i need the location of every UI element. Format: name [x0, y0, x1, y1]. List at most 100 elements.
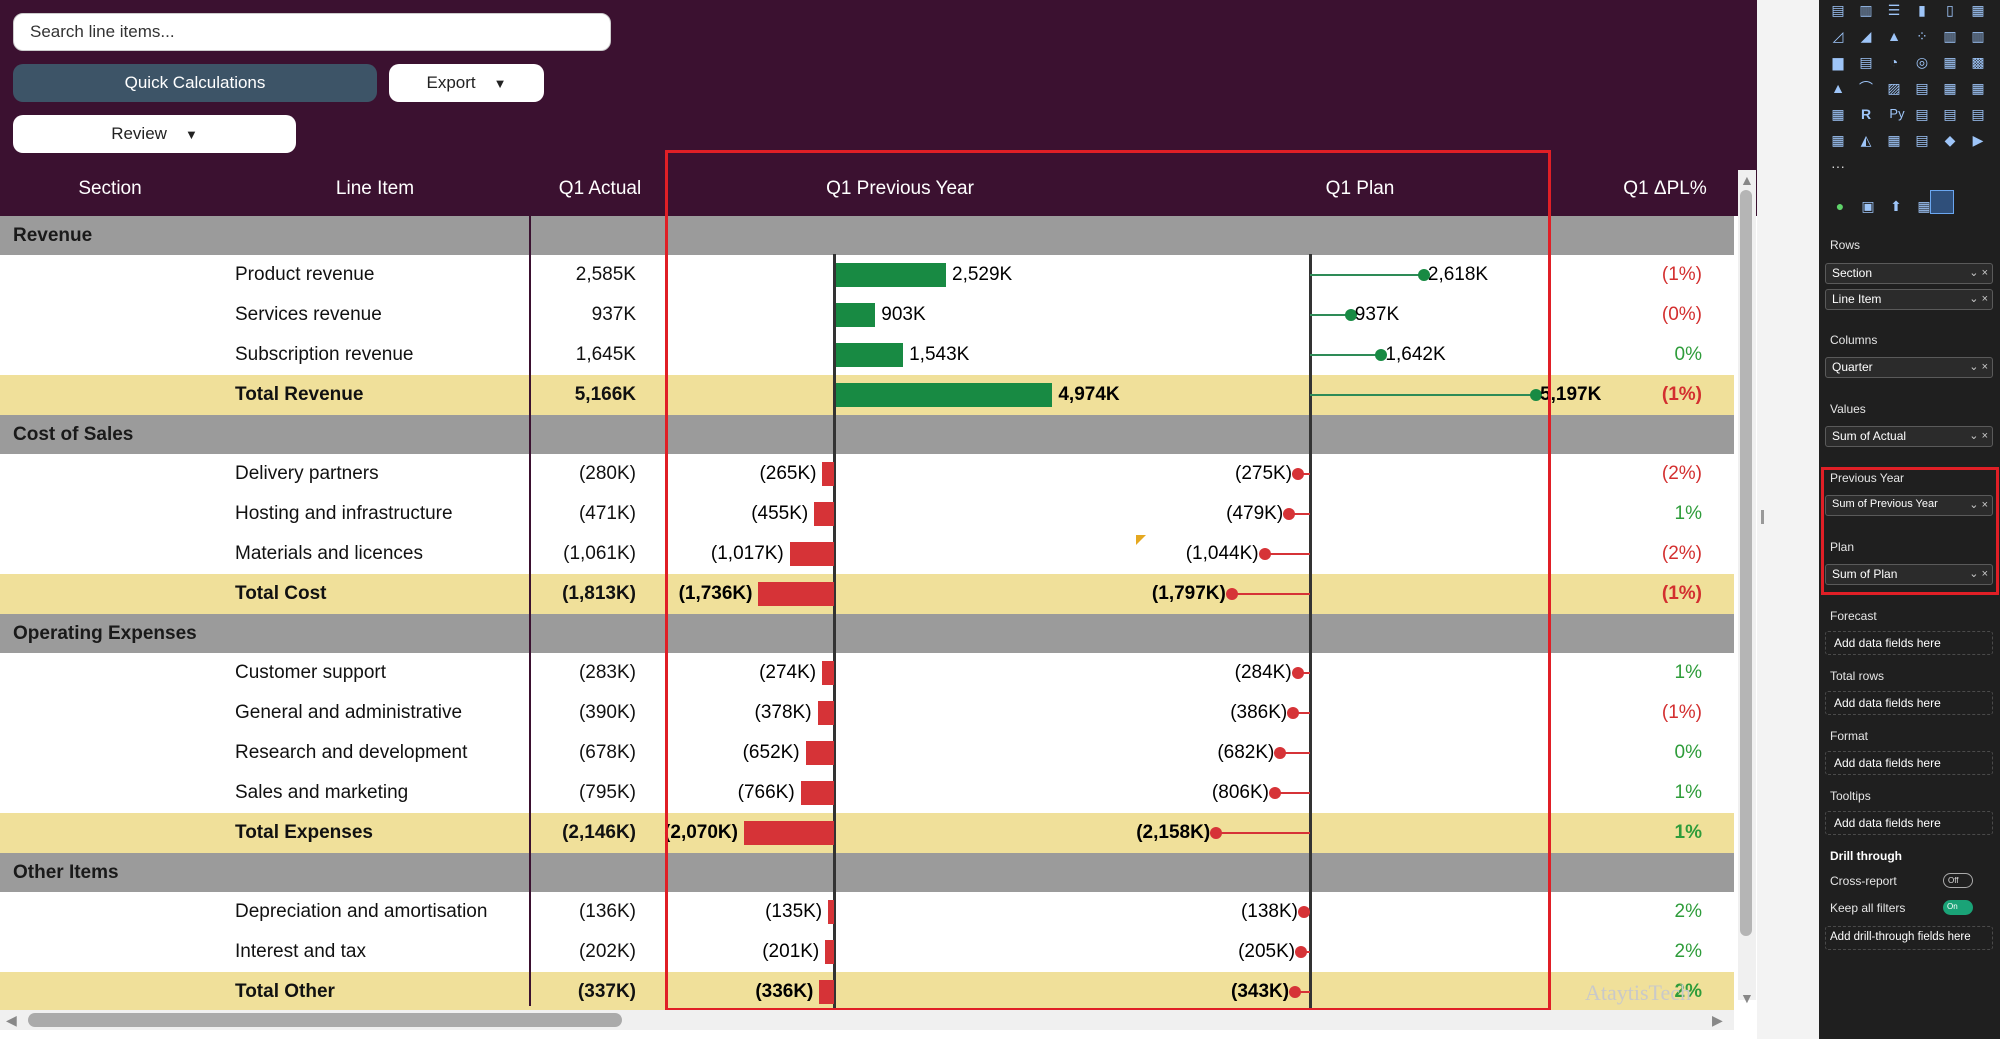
visual-type-icon[interactable]: R	[1857, 106, 1875, 122]
rows-well-section[interactable]: Section ⌄ ×	[1825, 263, 1993, 284]
visual-type-icon[interactable]: ◢	[1857, 28, 1875, 44]
previous-year-bar[interactable]	[822, 462, 834, 486]
tooltips-drop-zone[interactable]: Add data fields here	[1825, 811, 1993, 835]
vertical-scroll-thumb[interactable]	[1740, 190, 1752, 936]
horizontal-scroll-thumb[interactable]	[28, 1013, 622, 1027]
visual-type-icon[interactable]: ◿	[1829, 28, 1847, 44]
table-row[interactable]: General and administrative (390K) (1%)	[0, 693, 1734, 733]
custom-visual-icon[interactable]: ●	[1831, 198, 1849, 214]
previous-year-bar[interactable]	[822, 661, 834, 685]
plan-well[interactable]: Sum of Plan ⌄ ×	[1825, 564, 1993, 585]
visual-type-icon[interactable]: ☰	[1885, 2, 1903, 18]
table-row[interactable]: Research and development (678K) 0%	[0, 733, 1734, 773]
visual-type-icon[interactable]: ▥	[1857, 2, 1875, 18]
table-row[interactable]: Materials and licences (1,061K) (2%)	[0, 534, 1734, 574]
visual-type-icon[interactable]: ▩	[1969, 54, 1987, 70]
keep-filters-toggle[interactable]: On	[1943, 900, 1973, 915]
section-row[interactable]: Operating Expenses	[0, 614, 1734, 653]
table-row[interactable]: Delivery partners (280K) (2%)	[0, 454, 1734, 494]
selected-visual-icon[interactable]	[1930, 190, 1954, 214]
resize-handle[interactable]	[1761, 510, 1764, 524]
plan-point[interactable]	[1295, 946, 1307, 958]
visual-type-icon[interactable]: ▤	[1913, 106, 1931, 122]
table-row[interactable]: Interest and tax (202K) 2%	[0, 932, 1734, 972]
cross-report-toggle[interactable]: Off	[1943, 873, 1973, 888]
format-drop-zone[interactable]: Add data fields here	[1825, 751, 1993, 775]
field-menu-icon[interactable]: ⌄ ×	[1969, 292, 1988, 305]
values-well-actual[interactable]: Sum of Actual ⌄ ×	[1825, 426, 1993, 447]
visual-type-icon[interactable]: ▨	[1885, 80, 1903, 96]
field-menu-icon[interactable]: ⌄ ×	[1969, 360, 1988, 373]
search-input[interactable]	[13, 13, 611, 51]
scroll-down-icon[interactable]: ▼	[1740, 990, 1754, 1006]
column-header-previous-year[interactable]: Q1 Previous Year	[800, 178, 1000, 200]
field-menu-icon[interactable]: ⌄ ×	[1969, 266, 1988, 279]
visual-type-icon[interactable]: ···	[1829, 158, 1847, 174]
visual-type-icon[interactable]: ◎	[1913, 54, 1931, 70]
previous-year-bar[interactable]	[818, 701, 834, 725]
column-header-section[interactable]: Section	[50, 178, 170, 200]
drill-through-drop-zone[interactable]: Add drill-through fields here	[1825, 926, 1993, 950]
visual-type-icon[interactable]: ▦	[1969, 80, 1987, 96]
visual-type-icon[interactable]: ▯	[1941, 2, 1959, 18]
visual-type-icon[interactable]: ▤	[1857, 54, 1875, 70]
previous-year-bar[interactable]	[836, 303, 875, 327]
plan-point[interactable]	[1259, 548, 1271, 560]
rows-well-line-item[interactable]: Line Item ⌄ ×	[1825, 289, 1993, 310]
column-header-delta-pl[interactable]: Q1 ΔPL%	[1600, 178, 1730, 200]
section-row[interactable]: Other Items	[0, 853, 1734, 892]
visual-type-icon[interactable]: ▤	[1913, 132, 1931, 148]
scroll-left-icon[interactable]: ◀	[6, 1012, 17, 1029]
previous-year-bar[interactable]	[744, 821, 834, 845]
previous-year-bar[interactable]	[801, 781, 834, 805]
field-menu-icon[interactable]: ⌄ ×	[1969, 429, 1988, 442]
scroll-up-icon[interactable]: ▲	[1740, 172, 1754, 188]
previous-year-bar[interactable]	[790, 542, 834, 566]
previous-year-bar[interactable]	[836, 383, 1052, 407]
column-header-actual[interactable]: Q1 Actual	[535, 178, 665, 200]
columns-well-quarter[interactable]: Quarter ⌄ ×	[1825, 357, 1993, 378]
custom-visual-icon[interactable]: ▣	[1859, 198, 1877, 214]
visual-type-icon[interactable]: ▦	[1829, 106, 1847, 122]
previous-year-bar[interactable]	[806, 741, 834, 765]
plan-point[interactable]	[1292, 468, 1304, 480]
plan-point[interactable]	[1289, 986, 1301, 998]
visual-type-icon[interactable]: ◔	[1885, 54, 1903, 70]
review-dropdown[interactable]: Review ▼	[13, 115, 296, 153]
plan-point[interactable]	[1292, 667, 1304, 679]
plan-point[interactable]	[1269, 787, 1281, 799]
previous-year-bar[interactable]	[825, 940, 834, 964]
visual-type-icon[interactable]: ▦	[1885, 132, 1903, 148]
visual-type-icon[interactable]: ▦	[1941, 54, 1959, 70]
visual-type-icon[interactable]: Py	[1885, 106, 1909, 122]
section-row[interactable]: Revenue	[0, 216, 1734, 255]
field-menu-icon[interactable]: ⌄ ×	[1969, 567, 1988, 580]
visual-type-icon[interactable]: ▥	[1941, 28, 1959, 44]
scroll-right-icon[interactable]: ▶	[1712, 1012, 1723, 1029]
previous-year-bar[interactable]	[836, 343, 903, 367]
table-row[interactable]: Hosting and infrastructure (471K) 1%	[0, 494, 1734, 534]
visual-type-icon[interactable]: ▆	[1829, 54, 1847, 70]
previous-year-bar[interactable]	[819, 980, 834, 1004]
total-row[interactable]: Total Cost (1,813K) (1%)	[0, 574, 1734, 614]
total-row[interactable]: Total Other (337K) 2%	[0, 972, 1734, 1012]
previous-year-well[interactable]: Sum of Previous Year ⌄ ×	[1825, 495, 1993, 516]
visual-type-icon[interactable]: ▦	[1969, 2, 1987, 18]
previous-year-bar[interactable]	[836, 263, 946, 287]
quick-calculations-button[interactable]: Quick Calculations	[13, 64, 377, 102]
visual-type-icon[interactable]: ◭	[1857, 132, 1875, 148]
column-header-plan[interactable]: Q1 Plan	[1290, 178, 1430, 200]
visual-type-icon[interactable]: ◆	[1941, 132, 1959, 148]
visual-type-icon[interactable]: ▤	[1969, 106, 1987, 122]
visual-type-icon[interactable]: ▲	[1885, 28, 1903, 44]
table-row[interactable]: Customer support (283K) 1%	[0, 653, 1734, 693]
table-row[interactable]: Sales and marketing (795K) 1%	[0, 773, 1734, 813]
previous-year-bar[interactable]	[758, 582, 834, 606]
section-row[interactable]: Cost of Sales	[0, 415, 1734, 454]
total-row[interactable]: Total Expenses (2,146K) 1%	[0, 813, 1734, 853]
visual-type-icon[interactable]: ▶	[1969, 132, 1987, 148]
export-dropdown[interactable]: Export ▼	[389, 64, 544, 102]
field-menu-icon[interactable]: ⌄ ×	[1969, 498, 1988, 511]
visual-type-icon[interactable]: ▲	[1829, 80, 1847, 96]
previous-year-bar[interactable]	[828, 900, 834, 924]
